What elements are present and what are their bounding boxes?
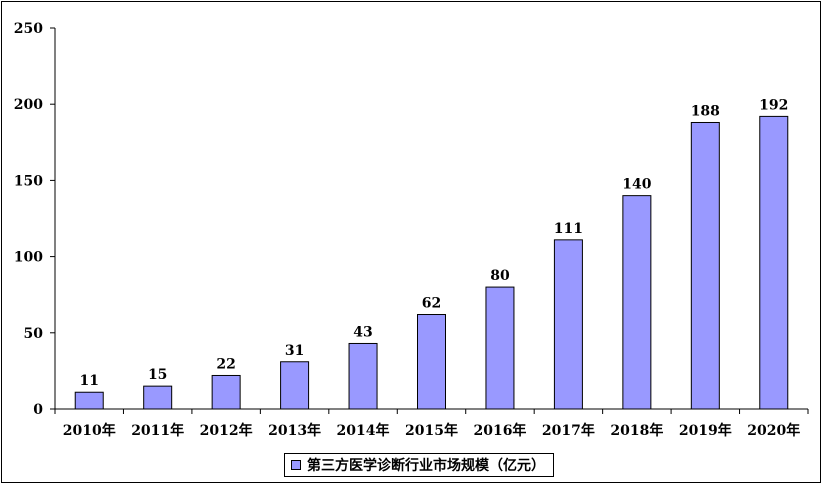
data-label: 111	[554, 221, 583, 237]
y-tick-label: 0	[33, 402, 43, 418]
x-tick-label: 2018年	[610, 422, 663, 439]
bar	[690, 121, 720, 410]
x-tick-label: 2017年	[542, 422, 595, 439]
data-label: 140	[622, 177, 651, 193]
data-label: 31	[285, 343, 304, 359]
data-label: 11	[79, 373, 98, 389]
bar	[759, 115, 789, 410]
data-labels: 11 15 22 31 43 62 80 111 140 188 192	[79, 97, 788, 389]
data-label: 62	[422, 296, 441, 312]
y-tick-label: 200	[14, 97, 43, 113]
data-label: 22	[216, 356, 235, 372]
bar	[485, 286, 515, 410]
x-tick-label: 2020年	[747, 422, 800, 439]
y-tick-label: 150	[14, 173, 43, 189]
x-tick-label: 2012年	[200, 422, 253, 439]
bar	[348, 342, 378, 410]
x-tick-label: 2019年	[679, 422, 732, 439]
bars	[74, 115, 789, 410]
bar	[143, 385, 173, 410]
bar	[417, 314, 446, 410]
x-tick-label: 2015年	[405, 422, 458, 439]
data-label: 80	[490, 268, 510, 284]
y-axis: 0 50 100 150 200 250	[14, 21, 56, 418]
legend: 第三方医学诊断行业市场规模（亿元）	[284, 453, 554, 477]
bar	[622, 195, 652, 410]
data-label: 15	[148, 367, 167, 383]
legend-label: 第三方医学诊断行业市场规模（亿元）	[307, 458, 545, 474]
x-tick-label: 2013年	[268, 422, 321, 439]
x-tick-label: 2014年	[337, 422, 390, 439]
x-axis: 2010年 2011年 2012年 2013年 2014年 2015年 2016年 2017年…	[54, 408, 809, 439]
y-tick-label: 50	[24, 326, 44, 342]
x-tick-label: 2016年	[473, 422, 526, 439]
bar	[211, 374, 241, 410]
y-tick-label: 250	[14, 21, 43, 37]
legend-swatch	[291, 460, 301, 470]
data-label: 188	[691, 103, 720, 119]
data-label: 192	[759, 97, 788, 113]
x-tick-label: 2011年	[131, 422, 184, 439]
bar	[74, 391, 104, 410]
data-label: 43	[353, 324, 372, 340]
y-tick-label: 100	[14, 250, 43, 266]
bar	[553, 239, 583, 410]
bar	[280, 361, 310, 410]
x-tick-label: 2010年	[63, 422, 116, 439]
